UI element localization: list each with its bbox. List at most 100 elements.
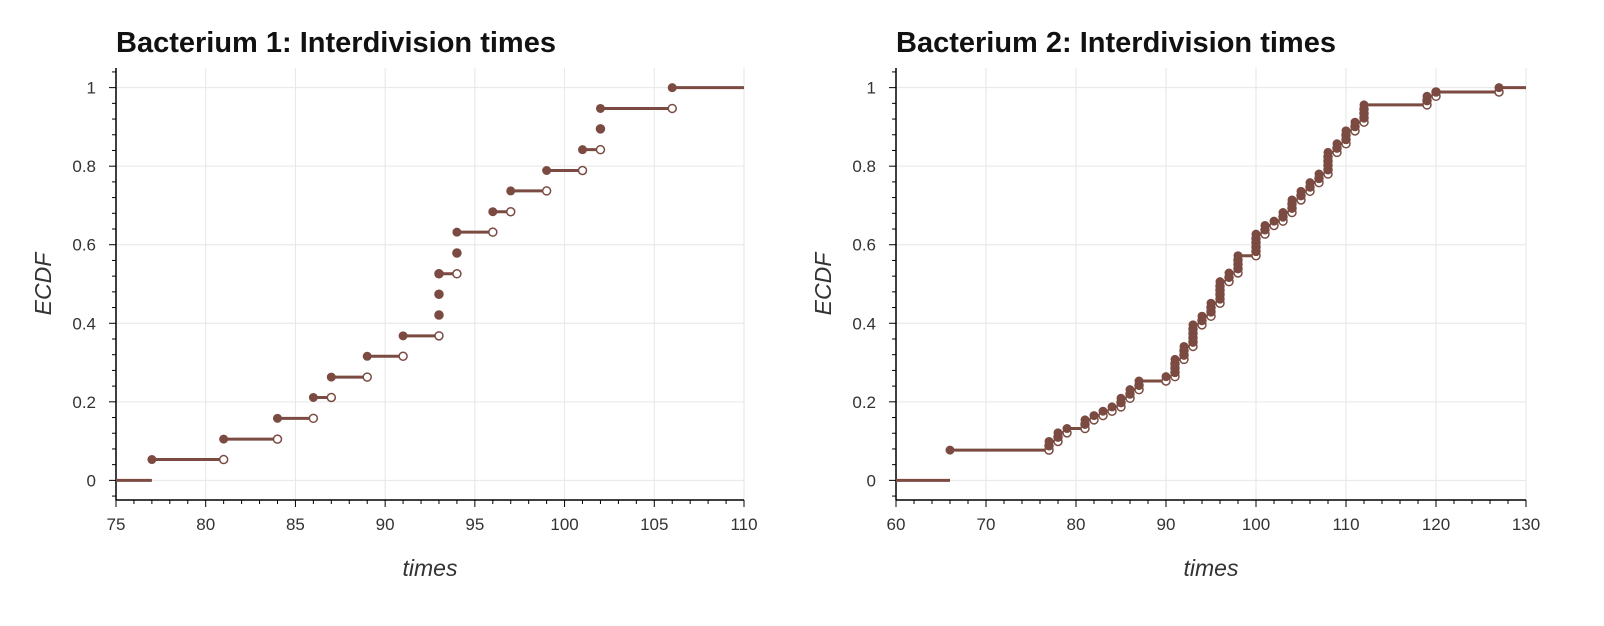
ecdf-open-point bbox=[452, 269, 462, 279]
ecdf-filled-point bbox=[1107, 402, 1117, 412]
ecdf-open-point bbox=[595, 144, 606, 155]
x-tick-label: 105 bbox=[640, 515, 668, 534]
ecdf-filled-point bbox=[1260, 220, 1270, 230]
x-axis-label: times bbox=[1184, 555, 1239, 581]
x-tick-label: 90 bbox=[376, 515, 395, 534]
ecdf-filled-point bbox=[1215, 277, 1225, 287]
ecdf-filled-point bbox=[434, 289, 444, 299]
y-tick-label: 0.2 bbox=[72, 393, 96, 412]
x-tick-label: 85 bbox=[286, 515, 305, 534]
x-tick-label: 100 bbox=[1242, 515, 1270, 534]
ecdf-filled-point bbox=[1287, 195, 1297, 205]
x-tick-label: 90 bbox=[1157, 515, 1176, 534]
ecdf-filled-point bbox=[398, 331, 408, 341]
y-tick-label: 0.6 bbox=[72, 236, 96, 255]
ecdf-filled-point bbox=[506, 186, 516, 196]
ecdf-filled-point bbox=[272, 413, 282, 423]
x-tick-label: 80 bbox=[1067, 515, 1086, 534]
ecdf-filled-point bbox=[667, 83, 677, 93]
ecdf-filled-point bbox=[1323, 147, 1333, 157]
ecdf-filled-point bbox=[1422, 91, 1432, 101]
ecdf-filled-point bbox=[1125, 385, 1135, 395]
x-tick-label: 70 bbox=[977, 515, 996, 534]
ecdf-filled-point bbox=[219, 434, 229, 444]
ecdf-segments bbox=[116, 86, 744, 482]
ecdf-filled-point bbox=[1431, 87, 1441, 97]
ecdf-open-point bbox=[667, 103, 677, 114]
x-tick-label: 120 bbox=[1422, 515, 1450, 534]
x-tick-label: 110 bbox=[1332, 515, 1359, 534]
y-tick-label: 0.8 bbox=[852, 157, 876, 176]
ecdf-filled-point bbox=[1116, 393, 1126, 403]
ecdf-filled-point bbox=[362, 351, 372, 361]
y-tick-label: 0 bbox=[867, 471, 876, 490]
x-tick-label: 75 bbox=[107, 515, 126, 534]
chart-panel-1: 75 80 85 90 95 100 105 110 0 0.2 0.4 0.6 0.8 1 Bacteri… bbox=[30, 27, 758, 581]
y-tick-label: 1 bbox=[87, 79, 96, 98]
ecdf-filled-point bbox=[1179, 341, 1189, 351]
ecdf-filled-point bbox=[1314, 169, 1324, 179]
ecdf-filled-point bbox=[1305, 178, 1315, 188]
ecdf-filled-point bbox=[1251, 229, 1261, 239]
ecdf-filled-point bbox=[452, 227, 462, 237]
ecdf-filled-point bbox=[1206, 298, 1216, 308]
y-axis-label: ECDF bbox=[810, 251, 836, 316]
x-tick-label: 100 bbox=[550, 515, 578, 534]
ecdf-points bbox=[945, 83, 1504, 455]
ecdf-filled-point bbox=[1233, 251, 1243, 261]
ecdf-segments bbox=[896, 86, 1526, 482]
ecdf-filled-point bbox=[326, 372, 336, 382]
x-tick-label: 110 bbox=[730, 515, 757, 534]
x-tick-label: 80 bbox=[196, 515, 215, 534]
ecdf-filled-point bbox=[147, 455, 157, 465]
ecdf-open-point bbox=[218, 454, 229, 465]
ecdf-open-point bbox=[577, 165, 588, 176]
y-tick-label: 0.6 bbox=[852, 236, 876, 255]
ecdf-filled-point bbox=[1170, 354, 1180, 364]
ecdf-filled-point bbox=[1224, 268, 1234, 278]
ecdf-filled-point bbox=[488, 207, 498, 217]
ecdf-filled-point bbox=[434, 269, 444, 279]
y-tick-label: 0.8 bbox=[72, 157, 96, 176]
ecdf-filled-point bbox=[1161, 372, 1171, 382]
ecdf-filled-point bbox=[1341, 126, 1351, 136]
x-tick-label: 60 bbox=[887, 515, 906, 534]
ecdf-filled-point bbox=[1134, 376, 1144, 386]
ecdf-filled-point bbox=[1053, 428, 1063, 438]
ecdf-filled-point bbox=[945, 445, 955, 455]
y-tick-label: 0.4 bbox=[72, 314, 96, 333]
ecdf-filled-point bbox=[578, 145, 588, 155]
ecdf-filled-point bbox=[434, 310, 444, 320]
ecdf-filled-point bbox=[308, 392, 318, 402]
ecdf-filled-point bbox=[1098, 406, 1108, 416]
ecdf-filled-point bbox=[1296, 186, 1306, 196]
ecdf-filled-point bbox=[452, 248, 462, 258]
chart-panel-2: 60 70 80 90 100 110 120 130 0 0.2 0.4 0.6 0.8 1 Bacter… bbox=[810, 27, 1540, 581]
y-tick-label: 0 bbox=[87, 471, 96, 490]
ecdf-filled-point bbox=[542, 166, 552, 176]
ecdf-open-point bbox=[541, 186, 552, 196]
ecdf-filled-point bbox=[595, 124, 605, 134]
y-tick-label: 0.4 bbox=[852, 314, 876, 333]
ecdf-filled-point bbox=[1332, 139, 1342, 149]
ecdf-filled-point bbox=[1197, 311, 1207, 321]
x-tick-label: 95 bbox=[465, 515, 484, 534]
ecdf-filled-point bbox=[1494, 83, 1504, 93]
ecdf-filled-point bbox=[1080, 415, 1090, 425]
ecdf-open-point bbox=[272, 434, 283, 444]
ecdf-filled-point bbox=[595, 103, 605, 113]
ecdf-points bbox=[147, 83, 677, 465]
ecdf-filled-point bbox=[1188, 320, 1198, 330]
ecdf-filled-point bbox=[1359, 100, 1369, 110]
chart-title: Bacterium 1: Interdivision times bbox=[116, 27, 556, 59]
ecdf-filled-point bbox=[1350, 117, 1360, 127]
ecdf-open-point bbox=[308, 413, 319, 424]
y-tick-label: 0.2 bbox=[852, 393, 876, 412]
ecdf-filled-point bbox=[1269, 216, 1279, 226]
chart-title: Bacterium 2: Interdivision times bbox=[896, 27, 1336, 59]
ecdf-open-point bbox=[434, 331, 444, 341]
y-axis-label: ECDF bbox=[30, 251, 56, 316]
ecdf-open-point bbox=[362, 372, 372, 382]
y-tick-label: 1 bbox=[867, 79, 876, 98]
